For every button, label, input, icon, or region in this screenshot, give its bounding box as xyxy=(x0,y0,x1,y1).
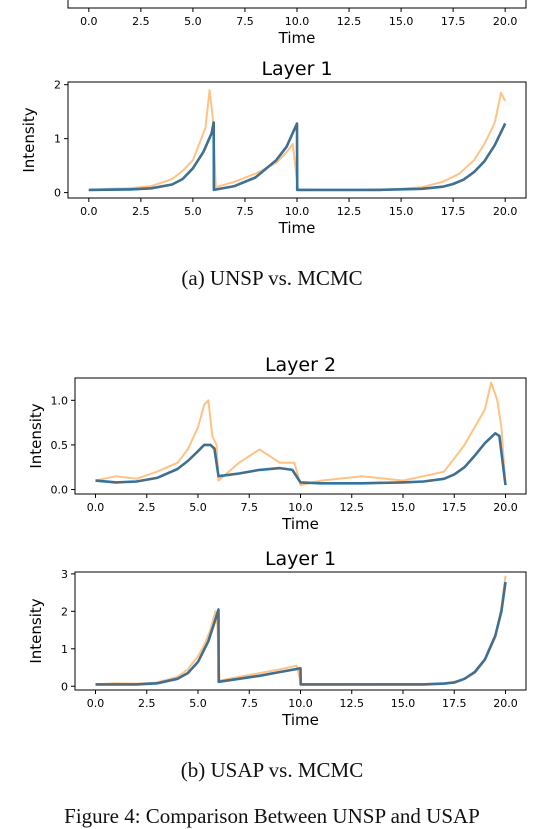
x-axis-label: Time xyxy=(278,219,316,237)
chart-title: Layer 1 xyxy=(261,58,332,80)
y-axis-label: Intensity xyxy=(27,598,45,663)
x-tick-label: 7.5 xyxy=(241,697,259,710)
x-tick-label: 5.0 xyxy=(189,501,207,514)
series-line-ref xyxy=(95,432,507,486)
x-tick-label: 10.0 xyxy=(285,15,310,28)
x-tick-label: 2.5 xyxy=(132,15,150,28)
y-tick-label: 1 xyxy=(61,643,68,656)
y-tick-label: 2 xyxy=(54,79,61,92)
x-tick-label: 7.5 xyxy=(241,501,259,514)
x-tick-label: 20.0 xyxy=(493,501,518,514)
x-tick-label: 20.0 xyxy=(493,15,518,28)
x-tick-label: 5.0 xyxy=(184,15,202,28)
chart-panel-a-top: 0.0 2.5 5.0 7.5 10.0 12.5 15.0 17.5 20.0 Time xyxy=(67,0,527,47)
chart-title: Layer 1 xyxy=(265,548,336,570)
x-axis-label: Time xyxy=(281,515,319,533)
x-tick-label: 15.0 xyxy=(389,15,414,28)
y-axis-label: Intensity xyxy=(27,403,45,468)
x-tick-label: 15.0 xyxy=(389,205,414,218)
x-tick-label: 17.5 xyxy=(442,697,467,710)
y-axis-label: Intensity xyxy=(20,107,38,172)
y-tick-label: 0 xyxy=(54,187,61,200)
x-axis-label: Time xyxy=(281,711,319,729)
chart-panel-b-layer2: 0.0 2.5 5.0 7.5 10.0 12.5 15.0 17.5 20.0 0.0 0.5 1.… xyxy=(27,354,527,533)
plot-frame xyxy=(67,0,527,9)
series-line-mcmc xyxy=(88,89,507,191)
x-tick-label: 17.5 xyxy=(441,205,466,218)
x-tick-label: 15.0 xyxy=(391,501,416,514)
x-tick-label: 12.5 xyxy=(340,697,365,710)
chart-panel-b-layer1: 0.0 2.5 5.0 7.5 10.0 12.5 15.0 17.5 20.0 0 1 2 3 Time… xyxy=(27,548,527,729)
x-tick-label: 0.0 xyxy=(80,205,98,218)
caption-b: (b) USAP vs. MCMC xyxy=(180,758,364,782)
x-tick-label: 15.0 xyxy=(391,697,416,710)
caption-a: (a) UNSP vs. MCMC xyxy=(181,266,363,290)
chart-panel-a-layer1: 0.0 2.5 5.0 7.5 10.0 12.5 15.0 17.5 20.0 0 1 2 Time I… xyxy=(20,58,527,237)
x-tick-label: 10.0 xyxy=(285,205,310,218)
x-tick-label: 17.5 xyxy=(441,15,466,28)
x-tick-label: 20.0 xyxy=(493,205,518,218)
x-tick-label: 12.5 xyxy=(337,15,362,28)
y-tick-label: 3 xyxy=(61,568,68,581)
x-axis-label: Time xyxy=(278,29,316,47)
x-tick-label: 0.0 xyxy=(87,697,105,710)
y-tick-label: 1 xyxy=(54,133,61,146)
x-tick-label: 17.5 xyxy=(442,501,467,514)
y-tick-label: 0 xyxy=(61,680,68,693)
series-line-ref xyxy=(88,121,506,191)
x-tick-label: 20.0 xyxy=(493,697,518,710)
y-tick-label: 1.0 xyxy=(51,394,69,407)
series-line-mcmc xyxy=(95,381,507,487)
x-tick-label: 5.0 xyxy=(184,205,202,218)
y-tick-label: 0.0 xyxy=(51,484,69,497)
x-tick-label: 7.5 xyxy=(236,205,254,218)
x-tick-label: 2.5 xyxy=(132,205,150,218)
y-tick-label: 2 xyxy=(61,605,68,618)
x-tick-label: 5.0 xyxy=(189,697,207,710)
figure-footer-text: Figure 4: Comparison Between UNSP and US… xyxy=(64,804,480,828)
x-tick-label: 12.5 xyxy=(337,205,362,218)
x-tick-label: 2.5 xyxy=(138,697,156,710)
x-tick-label: 12.5 xyxy=(340,501,365,514)
x-tick-label: 7.5 xyxy=(236,15,254,28)
x-tick-label: 2.5 xyxy=(138,501,156,514)
series-line-ref xyxy=(95,582,507,686)
x-tick-label: 10.0 xyxy=(288,697,313,710)
x-tick-label: 0.0 xyxy=(80,15,98,28)
x-tick-label: 0.0 xyxy=(87,501,105,514)
y-tick-label: 0.5 xyxy=(51,439,69,452)
x-tick-label: 10.0 xyxy=(288,501,313,514)
chart-title: Layer 2 xyxy=(265,354,336,376)
